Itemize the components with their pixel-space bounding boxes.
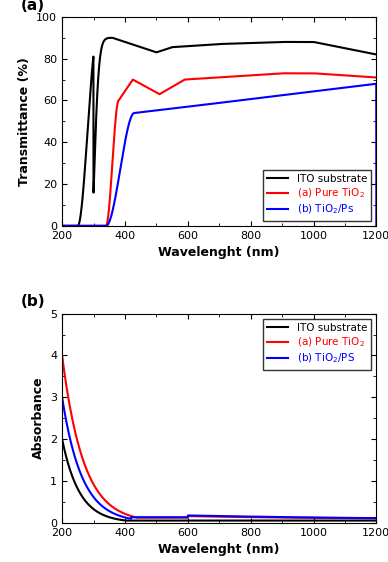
(a) Pure TiO$_2$ (114, 106, 119, 113)
ITO substrate (334, 43, 339, 50)
ITO substrate (114, 36, 119, 43)
(a) Pure TiO$_2$ (374, 515, 379, 522)
ITO substrate (110, 34, 115, 41)
Y-axis label: Transmittance (%): Transmittance (%) (18, 57, 31, 186)
(a) Pure TiO$_2$ (180, 78, 185, 84)
(a) Pure TiO$_2$ (334, 71, 339, 78)
Y-axis label: Absorbance: Absorbance (31, 377, 45, 460)
ITO substrate (180, 517, 185, 524)
(b) TiO$_2$/PS (114, 511, 119, 518)
Text: (a): (a) (21, 0, 45, 13)
ITO substrate (194, 517, 199, 524)
(b) TiO$_2$/PS (374, 515, 379, 522)
Line: (b) TiO$_2$/PS: (b) TiO$_2$/PS (62, 397, 376, 519)
(a) Pure TiO$_2$ (114, 506, 119, 513)
ITO substrate (180, 43, 185, 50)
(b) TiO$_2$/Ps (374, 223, 379, 229)
ITO substrate (374, 51, 379, 58)
(a) Pure TiO$_2$ (374, 74, 379, 81)
(a) Pure TiO$_2$ (334, 515, 339, 522)
ITO substrate (194, 42, 199, 49)
(a) Pure TiO$_2$ (95, 488, 100, 495)
(b) TiO$_2$/Ps (194, 102, 199, 109)
ITO substrate (114, 516, 119, 523)
(a) Pure TiO$_2$ (368, 515, 372, 522)
Legend: ITO substrate, (a) Pure TiO$_2$, (b) TiO$_2$/Ps: ITO substrate, (a) Pure TiO$_2$, (b) TiO… (263, 170, 371, 221)
Line: (a) Pure TiO$_2$: (a) Pure TiO$_2$ (62, 73, 376, 226)
(b) TiO$_2$/Ps (60, 223, 64, 229)
(a) Pure TiO$_2$ (280, 70, 284, 76)
(a) Pure TiO$_2$ (368, 74, 372, 80)
X-axis label: Wavelenght (nm): Wavelenght (nm) (158, 246, 280, 259)
X-axis label: Wavelenght (nm): Wavelenght (nm) (158, 543, 280, 556)
(b) TiO$_2$/PS (194, 512, 199, 519)
ITO substrate (374, 517, 379, 524)
(a) Pure TiO$_2$ (194, 75, 199, 82)
(b) TiO$_2$/Ps (374, 80, 379, 87)
Legend: ITO substrate, (a) Pure TiO$_2$, (b) TiO$_2$/PS: ITO substrate, (a) Pure TiO$_2$, (b) TiO… (263, 319, 371, 370)
(b) TiO$_2$/Ps (95, 223, 100, 229)
ITO substrate (368, 50, 372, 57)
(b) TiO$_2$/PS (368, 515, 372, 522)
(b) TiO$_2$/PS (129, 515, 133, 522)
(b) TiO$_2$/PS (95, 498, 100, 505)
(a) Pure TiO$_2$ (194, 513, 199, 520)
ITO substrate (95, 79, 100, 86)
(a) Pure TiO$_2$ (60, 352, 64, 359)
ITO substrate (60, 436, 64, 442)
(a) Pure TiO$_2$ (95, 223, 100, 229)
(b) TiO$_2$/PS (60, 394, 64, 401)
Line: ITO substrate: ITO substrate (62, 38, 376, 226)
(a) Pure TiO$_2$ (60, 223, 64, 229)
(b) TiO$_2$/Ps (114, 187, 119, 194)
(b) TiO$_2$/PS (334, 514, 339, 521)
(b) TiO$_2$/Ps (334, 85, 339, 92)
ITO substrate (60, 223, 64, 229)
ITO substrate (368, 517, 372, 524)
ITO substrate (123, 517, 128, 524)
(b) TiO$_2$/PS (180, 514, 185, 520)
(b) TiO$_2$/Ps (368, 81, 372, 88)
Line: (b) TiO$_2$/Ps: (b) TiO$_2$/Ps (62, 84, 376, 226)
ITO substrate (334, 517, 339, 524)
ITO substrate (95, 509, 100, 515)
Line: (a) Pure TiO$_2$: (a) Pure TiO$_2$ (62, 355, 376, 519)
Text: (b): (b) (21, 294, 46, 310)
Line: ITO substrate: ITO substrate (62, 439, 376, 520)
(b) TiO$_2$/Ps (180, 104, 185, 111)
(a) Pure TiO$_2$ (180, 514, 185, 521)
